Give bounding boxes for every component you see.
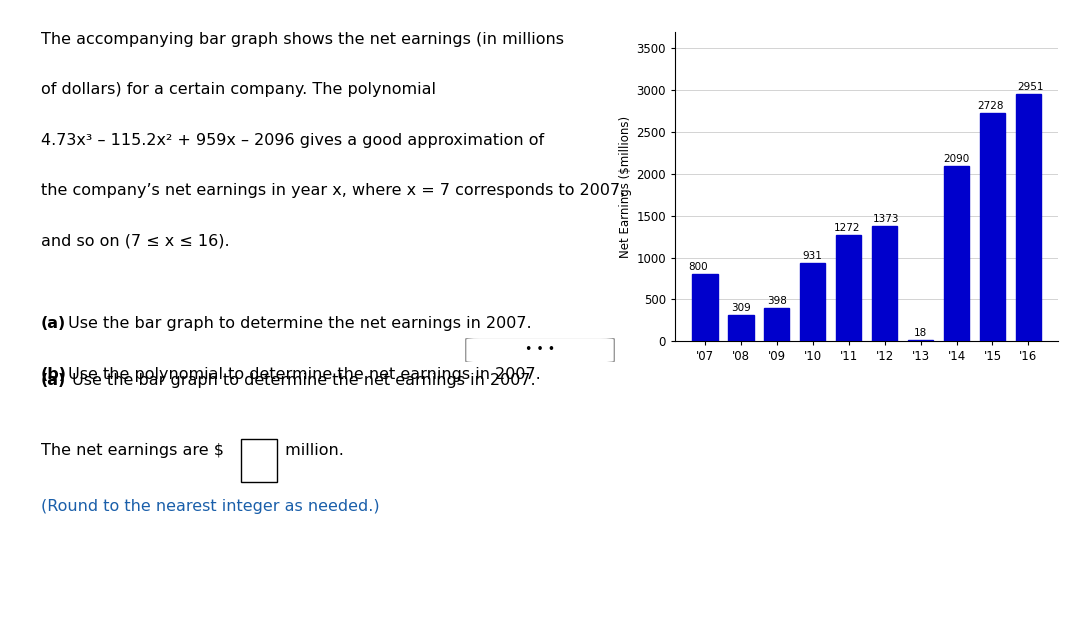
Text: The accompanying bar graph shows the net earnings (in millions: The accompanying bar graph shows the net…	[41, 32, 564, 47]
FancyBboxPatch shape	[465, 337, 615, 363]
Text: • • •: • • •	[525, 343, 555, 356]
Bar	[836, 235, 862, 341]
Text: 800: 800	[689, 262, 708, 272]
Bar	[692, 274, 717, 341]
Text: 2728: 2728	[977, 101, 1004, 111]
Text: 18: 18	[914, 327, 928, 337]
Text: 2951: 2951	[1017, 82, 1043, 92]
Y-axis label: Net Earnings ($millions): Net Earnings ($millions)	[619, 116, 632, 257]
Text: million.: million.	[280, 443, 345, 458]
Text: 2090: 2090	[944, 154, 970, 164]
Bar	[872, 226, 897, 341]
Text: Use the bar graph to determine the net earnings in 2007.: Use the bar graph to determine the net e…	[63, 317, 531, 332]
Text: 931: 931	[802, 252, 823, 261]
Text: the company’s net earnings in year x, where x = 7 corresponds to 2007,: the company’s net earnings in year x, wh…	[41, 183, 625, 198]
FancyBboxPatch shape	[241, 439, 276, 482]
Text: The net earnings are $: The net earnings are $	[41, 443, 224, 458]
Text: 398: 398	[767, 296, 787, 306]
Text: (b): (b)	[41, 367, 67, 382]
Bar	[908, 340, 933, 341]
Text: (Round to the nearest integer as needed.): (Round to the nearest integer as needed.…	[41, 499, 380, 514]
Text: of dollars) for a certain company. The polynomial: of dollars) for a certain company. The p…	[41, 82, 436, 97]
Bar	[800, 264, 825, 341]
Bar	[728, 315, 754, 341]
Text: 1272: 1272	[834, 222, 860, 233]
Bar	[980, 113, 1005, 341]
Text: Use the bar graph to determine the net earnings in 2007.: Use the bar graph to determine the net e…	[67, 374, 536, 389]
Bar	[1016, 94, 1041, 341]
Text: 309: 309	[731, 303, 751, 313]
Text: Use the polynomial to determine the net earnings in 2007.: Use the polynomial to determine the net …	[63, 367, 540, 382]
Text: (a): (a)	[41, 317, 66, 332]
Bar	[765, 308, 789, 341]
Text: 1373: 1373	[874, 214, 900, 224]
Text: (a): (a)	[41, 374, 66, 389]
Bar	[944, 166, 969, 341]
Text: and so on (7 ≤ x ≤ 16).: and so on (7 ≤ x ≤ 16).	[41, 233, 230, 248]
Text: 4.73x³ – 115.2x² + 959x – 2096 gives a good approximation of: 4.73x³ – 115.2x² + 959x – 2096 gives a g…	[41, 133, 544, 148]
